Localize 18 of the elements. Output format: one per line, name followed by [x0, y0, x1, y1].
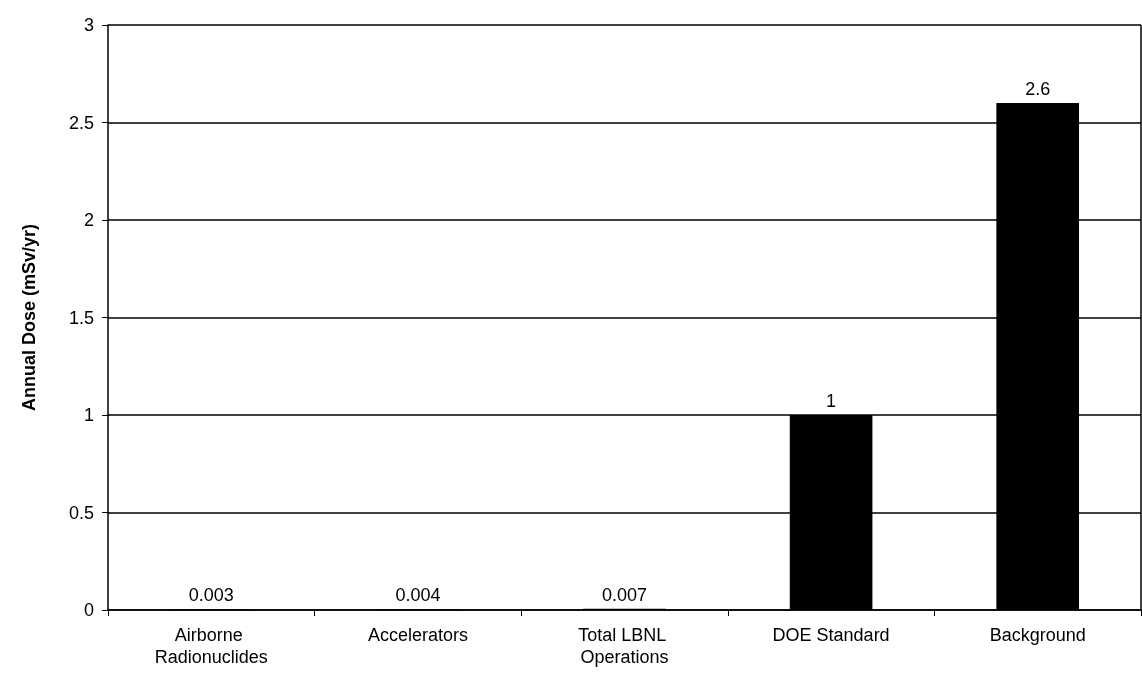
- x-tick-label: Background: [989, 625, 1086, 645]
- x-tick-label: Total LBNL Operations: [578, 625, 671, 667]
- y-tick-label: 2: [83, 210, 94, 230]
- y-tick-label: 1.5: [68, 307, 94, 328]
- data-label: 1: [826, 391, 837, 411]
- data-label: 0.007: [601, 584, 648, 605]
- y-tick-label: 0.5: [68, 502, 94, 523]
- x-tick-label: DOE Standard: [772, 625, 890, 645]
- data-label: 0.004: [395, 585, 441, 606]
- data-label: 2.6: [1025, 79, 1051, 99]
- data-label: 0.003: [188, 585, 234, 606]
- x-tick-label: Airborne Radionuclides: [154, 625, 268, 667]
- y-tick-label: 0: [83, 600, 94, 620]
- y-tick-label: 2.5: [68, 112, 94, 133]
- y-tick-label: 3: [83, 15, 94, 35]
- x-tick-label: Accelerators: [367, 625, 468, 645]
- y-tick-label: 1: [83, 405, 94, 425]
- y-axis-title: Annual Dose (mSv/yr): [19, 223, 39, 412]
